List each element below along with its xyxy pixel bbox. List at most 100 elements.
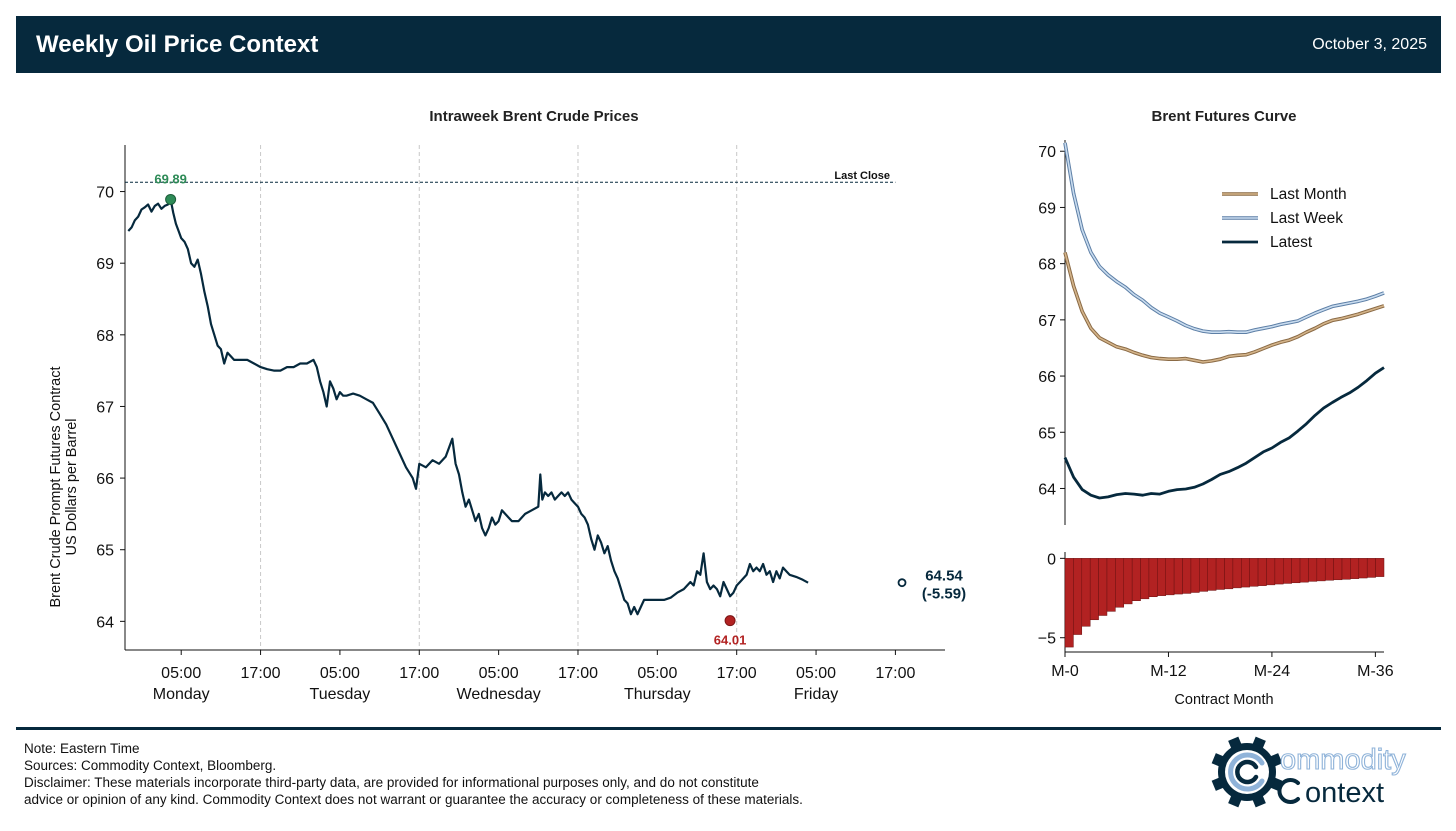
change-bar [1081,558,1091,627]
logo-c-mark [1277,778,1300,804]
x-tick-label: 05:00 [479,665,519,682]
logo-word-context: ontext [1305,777,1384,809]
curve-chart-title: Brent Futures Curve [1151,108,1296,125]
y-tick-label: 67 [96,399,114,416]
change-bar [1207,558,1217,591]
gear-icon [1211,736,1283,808]
legend-label: Last Month [1270,186,1347,203]
change-bar [1073,558,1083,635]
change-bar [1358,558,1368,579]
curve-y-tick-label: 70 [1038,144,1056,161]
report-date: October 3, 2025 [1312,36,1427,53]
change-bar [1148,558,1158,598]
bar-y-tick-label: 0 [1047,551,1056,568]
change-bar [1157,558,1166,596]
curve-x-tick-label: M-12 [1150,663,1187,680]
x-tick-label: 05:00 [796,665,836,682]
page-title: Weekly Oil Price Context [36,31,319,58]
change-bar [1089,558,1099,621]
change-bar [1257,558,1267,586]
change-bar [1350,558,1360,579]
change-bar [1098,558,1108,616]
curve-series-line [1064,252,1385,363]
change-bar [1249,558,1259,587]
low-point-marker [724,615,736,627]
x-tick-label: 05:00 [637,665,677,682]
legend-label: Last Week [1270,210,1343,227]
change-bar [1224,558,1234,590]
x-day-label: Tuesday [310,686,371,703]
footer-note: Note: Eastern Time [24,741,140,756]
y-axis-label-line1: Brent Crude Prompt Futures Contract [48,367,64,608]
logo-word-commodity: ommodity [1280,744,1406,776]
y-tick-label: 69 [96,256,114,273]
commodity-context-logo: ommodity ontext [1211,736,1407,809]
change-bar [1341,558,1351,580]
price-series-line [127,198,809,616]
x-tick-label: 17:00 [399,665,439,682]
change-bar [1291,558,1301,584]
change-bar [1115,558,1125,608]
curve-y-tick-label: 67 [1038,313,1056,330]
x-day-label: Wednesday [457,686,541,703]
change-bar [1283,558,1292,584]
end-change-label: (-5.59) [922,586,966,603]
curve-series-line [1063,366,1385,500]
change-bar [1308,558,1318,582]
high-label: 69.89 [154,171,187,186]
y-tick-label: 64 [96,614,114,631]
y-tick-label: 66 [96,471,114,488]
footer-divider [16,727,1441,730]
y-axis-label-line2: US Dollars per Barrel [64,419,80,556]
footer-sources: Sources: Commodity Context, Bloomberg. [24,758,277,773]
change-bar [1375,558,1385,577]
x-tick-label: 17:00 [241,665,281,682]
x-day-label: Thursday [624,686,691,703]
x-tick-label: 17:00 [558,665,598,682]
curve-y-tick-label: 65 [1038,425,1056,442]
end-point-marker [897,578,907,588]
change-bar [1241,558,1250,588]
change-bar [1215,558,1225,590]
footer-disclaimer-line2: advice or opinion of any kind. Commodity… [24,792,803,807]
bar-y-tick-label: −5 [1038,631,1056,648]
change-bar [1131,558,1141,601]
curve-y-tick-label: 68 [1038,257,1056,274]
main-y-axis-label: Brent Crude Prompt Futures Contract US D… [48,367,80,608]
change-bar [1190,558,1200,593]
x-tick-label: 17:00 [875,665,915,682]
y-tick-label: 70 [96,185,114,202]
curve-series-outline [1063,142,1385,334]
last-close-label: Last Close [834,170,890,182]
curve-x-axis-label: Contract Month [1174,692,1273,708]
change-bar [1123,558,1133,605]
x-tick-label: 17:00 [717,665,757,682]
change-bar [1106,558,1116,612]
low-label: 64.01 [714,633,747,648]
curve-y-tick-label: 69 [1038,200,1056,217]
futures-curve-chart: Brent Futures Curve 64 65 66 67 68 69 70 Last … [1038,108,1394,708]
curve-y-tick-label: 66 [1038,369,1056,386]
header-banner: Weekly Oil Price Context October 3, 2025 [16,16,1441,73]
y-tick-label: 65 [96,543,114,560]
main-chart-title: Intraweek Brent Crude Prices [429,108,638,125]
change-bar [1274,558,1284,585]
end-value-label: 64.54 [925,568,963,585]
curve-x-tick-label: M-24 [1254,663,1291,680]
y-tick-label: 68 [96,328,114,345]
intraweek-price-chart: Intraweek Brent Crude Prices Brent Crude… [48,108,966,703]
curve-x-tick-label: M-36 [1357,663,1394,680]
change-bar [1199,558,1208,592]
footer-disclaimer-line1: Disclaimer: These materials incorporate … [24,775,759,790]
change-bar [1232,558,1242,589]
curve-x-tick-label: M-0 [1051,663,1079,680]
legend-label: Latest [1270,234,1313,251]
x-tick-label: 05:00 [320,665,360,682]
change-bar [1064,558,1074,648]
change-bar [1140,558,1150,600]
change-bar [1165,558,1175,596]
footer: Note: Eastern Time Sources: Commodity Co… [24,740,803,808]
change-bar [1182,558,1192,594]
change-bar [1266,558,1276,586]
x-day-label: Friday [794,686,838,703]
